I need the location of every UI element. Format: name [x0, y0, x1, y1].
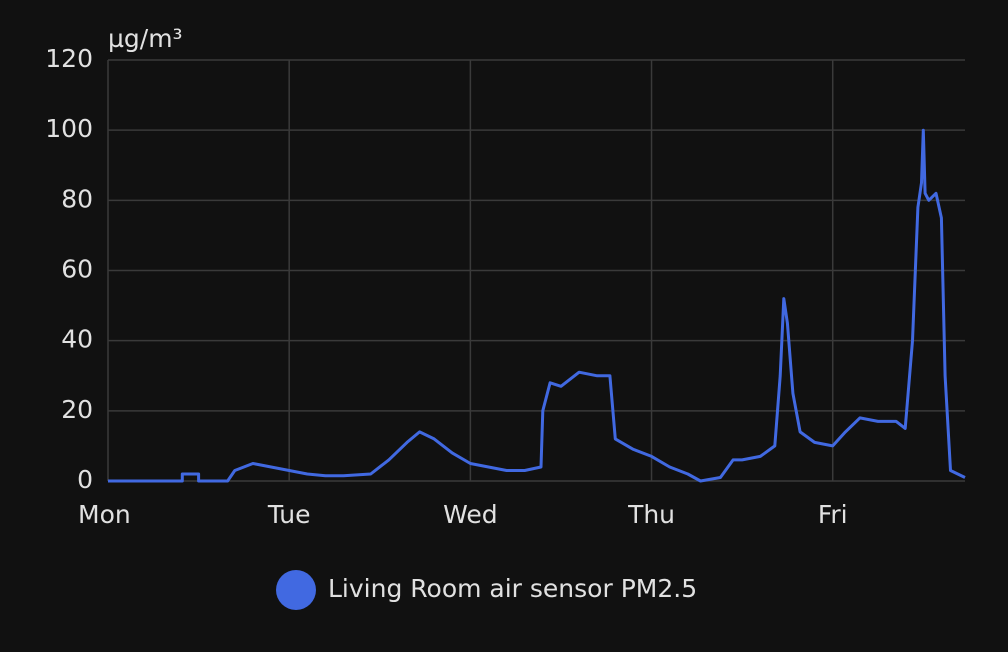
y-axis-unit: µg/m³	[108, 24, 183, 53]
x-tick-label: Wed	[443, 500, 498, 529]
y-tick-label: 120	[45, 44, 93, 73]
x-tick-label: Mon	[78, 500, 131, 529]
y-tick-label: 20	[61, 395, 93, 424]
y-tick-label: 100	[45, 114, 93, 143]
y-tick-label: 60	[61, 255, 93, 284]
x-tick-label: Thu	[627, 500, 675, 529]
y-tick-label: 40	[61, 325, 93, 354]
legend-label[interactable]: Living Room air sensor PM2.5	[328, 574, 697, 603]
y-tick-label: 80	[61, 184, 93, 213]
x-tick-label: Tue	[267, 500, 311, 529]
legend-marker[interactable]	[276, 570, 316, 610]
data-line	[108, 128, 966, 483]
y-tick-label: 0	[77, 465, 93, 494]
x-tick-label: Fri	[818, 500, 848, 529]
